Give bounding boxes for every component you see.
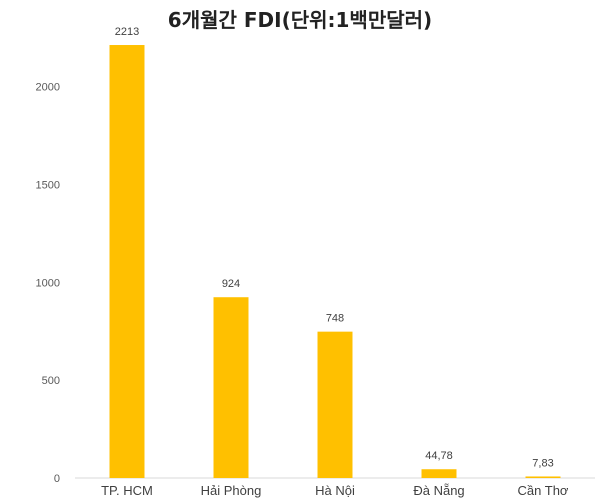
y-tick-label: 1000 — [36, 277, 60, 289]
x-tick-label: Hà Nội — [315, 483, 355, 498]
data-label: 924 — [222, 278, 240, 290]
data-label: 7,83 — [532, 457, 553, 469]
data-label: 2213 — [115, 26, 139, 38]
chart-title: 6개월간 FDI(단위:1백만달러) — [167, 8, 433, 32]
x-tick-label: Cần Thơ — [518, 483, 569, 498]
y-tick-label: 1500 — [36, 180, 60, 192]
bar — [317, 331, 353, 478]
y-tick-label: 0 — [54, 473, 60, 485]
x-tick-label: Đà Nẵng — [413, 483, 464, 498]
y-tick-label: 2000 — [36, 82, 60, 94]
data-label: 44,78 — [425, 450, 453, 462]
bar — [213, 297, 249, 478]
data-label: 748 — [326, 313, 344, 325]
bar — [421, 469, 457, 478]
bar — [109, 45, 145, 479]
bar — [525, 476, 561, 478]
x-tick-label: Hải Phòng — [201, 483, 262, 498]
x-tick-label: TP. HCM — [101, 483, 153, 498]
y-tick-label: 500 — [42, 375, 60, 387]
